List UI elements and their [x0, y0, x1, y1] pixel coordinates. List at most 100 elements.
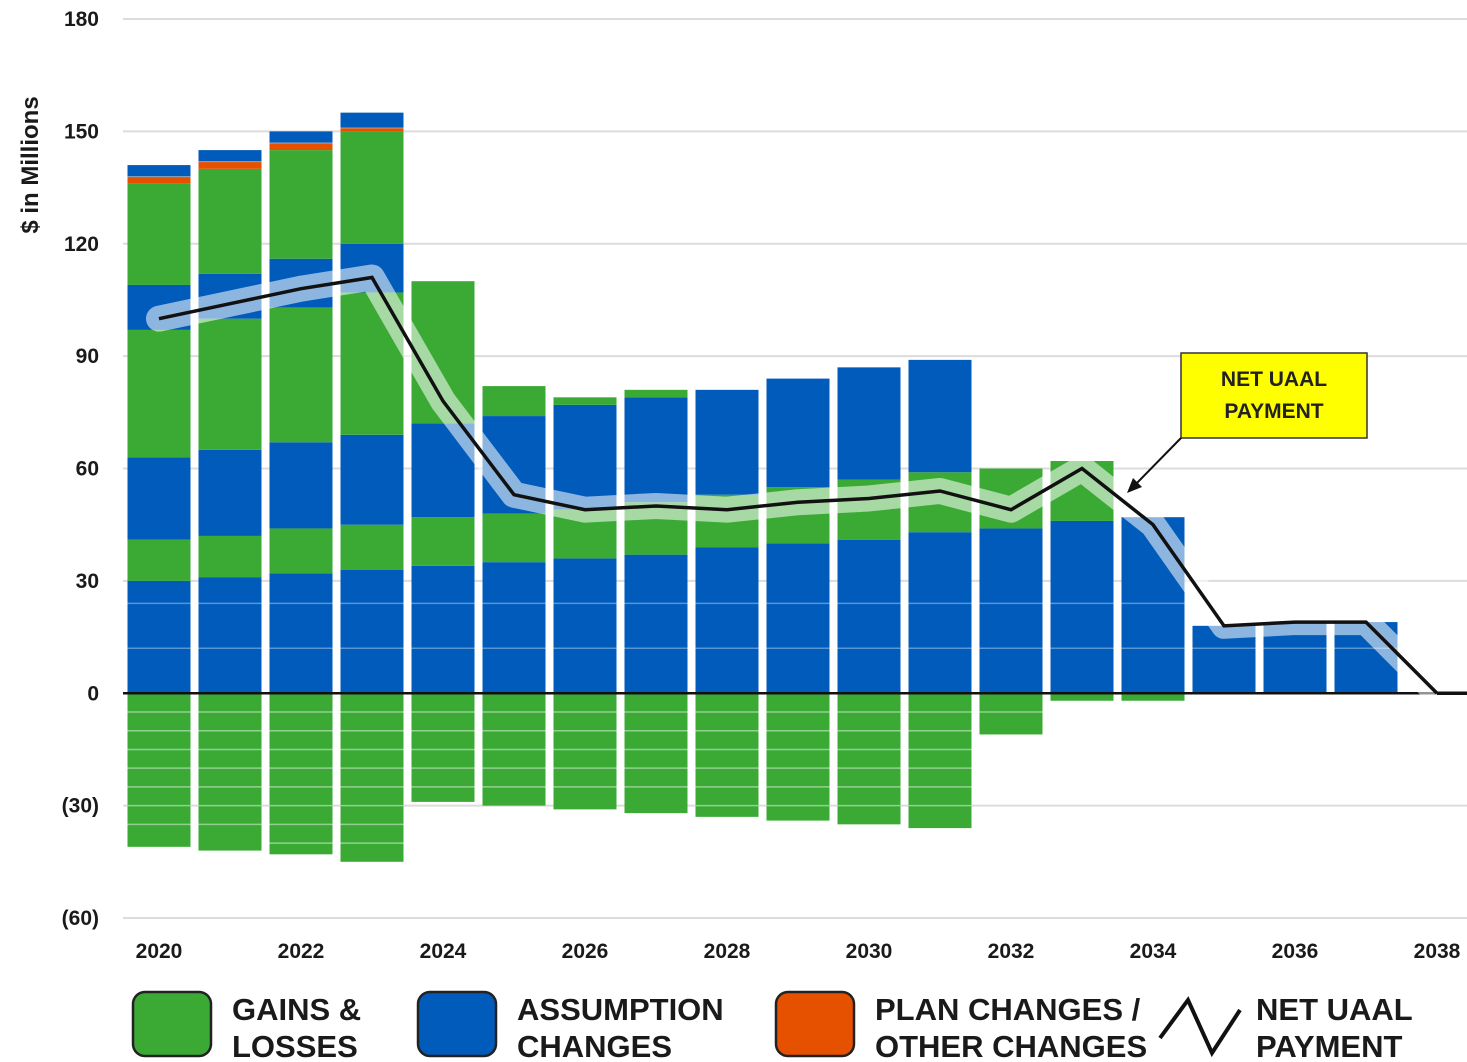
- bar-segment: [624, 554, 688, 694]
- net-uaal-line: [146, 264, 1467, 707]
- x-tick-label: 2028: [704, 940, 751, 963]
- bar-segment: [411, 517, 475, 566]
- bar-segment: [553, 558, 617, 694]
- bar-segment: [979, 528, 1043, 694]
- bar-segment-negative: [127, 693, 191, 847]
- x-tick-label: 2030: [846, 940, 893, 963]
- x-tick-label: 2026: [562, 940, 609, 963]
- callout-line-2: PAYMENT: [1224, 400, 1323, 423]
- y-tick-label: 120: [64, 233, 99, 256]
- net-uaal-callout: NET UAAL PAYMENT: [1127, 352, 1368, 493]
- x-tick-labels: 2020 2022 2024 2026 2028 2030 2032 2034 2036 2038: [136, 940, 1461, 963]
- y-axis-label: $ in Millions: [17, 96, 44, 233]
- x-tick-label: 2032: [988, 940, 1035, 963]
- bar-segment: [269, 573, 333, 694]
- y-tick-label: 0: [87, 682, 99, 705]
- line-series: [158, 275, 1439, 695]
- callout-arrow: [1132, 437, 1182, 488]
- bar-segment-negative: [837, 693, 901, 825]
- bar-segment: [340, 131, 404, 244]
- bar-segment: [198, 161, 262, 169]
- bar-segment: [837, 539, 901, 694]
- bar-segment: [127, 165, 191, 177]
- bar-segment: [624, 389, 688, 398]
- bar-segment: [766, 543, 830, 694]
- y-tick-labels: 180 150 120 90 60 30 0 (30) (60): [62, 8, 99, 930]
- bar-segment: [482, 562, 546, 694]
- bar-segment: [553, 397, 617, 405]
- bar-segment: [340, 569, 404, 694]
- x-tick-label: 2024: [420, 940, 467, 963]
- bar-segment: [198, 318, 262, 450]
- bar-segment: [766, 378, 830, 488]
- legend-label: PLAN CHANGES /: [875, 992, 1141, 1027]
- bar-segment-negative: [553, 693, 617, 810]
- bar-segment: [198, 150, 262, 162]
- bar-segment: [269, 142, 333, 151]
- bar-segment: [624, 397, 688, 503]
- y-tick-label: 150: [64, 120, 99, 143]
- bar-segment-negative: [1121, 693, 1185, 701]
- bar-segment: [269, 442, 333, 529]
- x-tick-label: 2022: [278, 940, 325, 963]
- legend-label: NET UAAL: [1256, 992, 1413, 1027]
- bar-segment: [269, 150, 333, 259]
- y-tick-label: 180: [64, 8, 99, 31]
- bar-segment-negative: [624, 693, 688, 814]
- bar-segment: [1050, 520, 1114, 694]
- bar-segment: [269, 131, 333, 143]
- legend-line-swatch: [1158, 996, 1242, 1058]
- bar-segment-negative: [411, 693, 475, 802]
- bar-segment: [695, 547, 759, 694]
- x-tick-label: 2036: [1272, 940, 1319, 963]
- bar-segment-negative: [269, 693, 333, 855]
- bar-segment: [340, 524, 404, 570]
- bar-segment-negative: [340, 693, 404, 862]
- legend-label: OTHER CHANGES: [875, 1029, 1147, 1062]
- bar-segment: [340, 434, 404, 525]
- legend-swatch: [416, 990, 498, 1058]
- x-tick-label: 2020: [136, 940, 183, 963]
- bar-segment: [908, 532, 972, 694]
- y-tick-label: 90: [76, 345, 99, 368]
- bar-segment: [198, 449, 262, 536]
- x-tick-label: 2034: [1130, 940, 1177, 963]
- bar-segment: [198, 577, 262, 694]
- bar-segment: [198, 168, 262, 274]
- bar-segment: [837, 367, 901, 480]
- callout-line-1: NET UAAL: [1221, 368, 1327, 391]
- bar-segment-negative: [482, 693, 546, 806]
- bar-segment: [127, 329, 191, 458]
- bar-segment: [340, 112, 404, 128]
- bar-segment: [340, 127, 404, 132]
- bar-segment: [411, 565, 475, 694]
- bar-segment: [127, 539, 191, 581]
- bar-segment: [695, 389, 759, 495]
- legend-label: GAINS &: [232, 992, 361, 1027]
- callout-arrowhead: [1127, 478, 1142, 493]
- bar-segment: [127, 457, 191, 540]
- legend-label: ASSUMPTION: [517, 992, 724, 1027]
- legend-label: LOSSES: [232, 1029, 358, 1062]
- bar-segment: [198, 535, 262, 578]
- bar-segment: [127, 580, 191, 694]
- bar-segment-negative: [198, 693, 262, 851]
- bar-segment-negative: [1050, 693, 1114, 701]
- legend-swatch: [131, 990, 213, 1058]
- bar-segment: [269, 307, 333, 443]
- bar-segment: [908, 359, 972, 473]
- bar-segment-negative: [766, 693, 830, 821]
- y-tick-label: 30: [76, 570, 99, 593]
- bar-segment: [482, 513, 546, 563]
- y-tick-label: 60: [76, 458, 99, 481]
- bar-segment: [269, 528, 333, 574]
- callout-box: [1180, 352, 1368, 439]
- bar-segment-negative: [695, 693, 759, 817]
- x-tick-label: 2038: [1414, 940, 1461, 963]
- bar-segment-negative: [979, 693, 1043, 735]
- bar-segment: [127, 183, 191, 285]
- legend-label: PAYMENT: [1256, 1029, 1402, 1062]
- bar-segment: [482, 386, 546, 417]
